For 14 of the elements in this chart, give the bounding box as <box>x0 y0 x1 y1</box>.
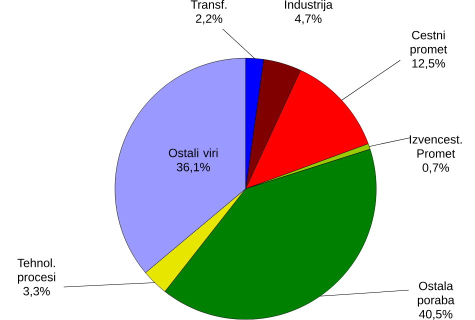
data-label: 36,1% <box>176 162 210 173</box>
slice-label: Transf. <box>190 0 226 9</box>
slice-label: Izvencest. Promet <box>410 135 462 158</box>
slice-label: Tehnol. procesi <box>17 258 56 284</box>
data-label: 2,2% <box>196 14 222 24</box>
slice-label: Cestni promet <box>410 30 448 56</box>
data-label: 4,7% <box>294 14 322 24</box>
slice-label: Industrija <box>285 0 333 12</box>
data-label: 3,3% <box>23 287 50 297</box>
slice-label: Ostala poraba <box>418 281 455 307</box>
data-label: 0,7% <box>422 163 450 174</box>
slice-label: Ostali viri <box>168 148 218 158</box>
data-label: 40,5% <box>419 310 452 320</box>
data-label: 12,5% <box>412 59 446 70</box>
